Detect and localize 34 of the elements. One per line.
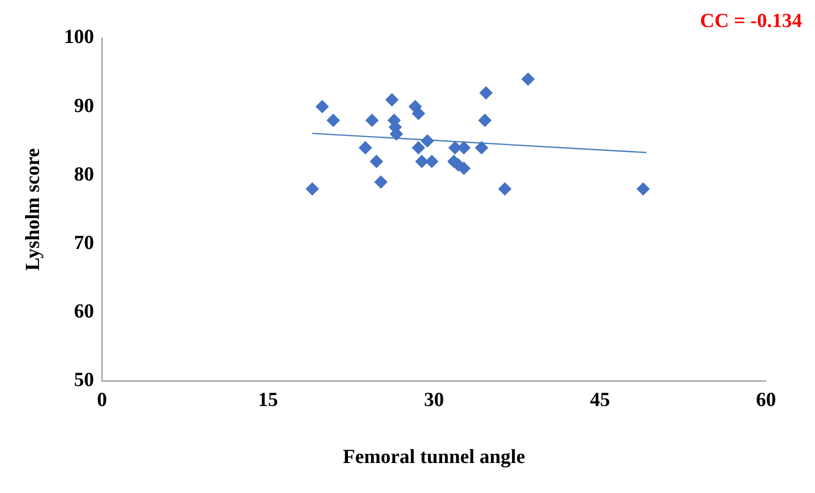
x-tick-label: 45 bbox=[590, 389, 610, 412]
point bbox=[366, 114, 379, 127]
x-tick-label: 0 bbox=[97, 389, 107, 412]
point bbox=[415, 154, 428, 168]
point bbox=[498, 182, 512, 196]
point bbox=[457, 162, 470, 175]
x-tick-label: 60 bbox=[756, 389, 776, 412]
point bbox=[522, 72, 535, 86]
point bbox=[326, 114, 340, 127]
y-tick-label: 60 bbox=[74, 300, 94, 323]
point bbox=[412, 141, 426, 154]
point bbox=[636, 182, 650, 196]
y-tick-label: 100 bbox=[64, 26, 94, 48]
point bbox=[306, 182, 319, 196]
point bbox=[316, 100, 329, 114]
text: CC = -0.134 bbox=[700, 10, 802, 32]
point bbox=[370, 154, 383, 168]
y-tick-label: 70 bbox=[74, 232, 94, 254]
point bbox=[425, 154, 438, 168]
point bbox=[475, 141, 488, 154]
point bbox=[420, 134, 434, 148]
x-axis-title: Femoral tunnel angle bbox=[342, 446, 526, 468]
point bbox=[480, 86, 493, 100]
point bbox=[412, 106, 426, 120]
x-tick-label: 15 bbox=[258, 389, 278, 412]
point bbox=[358, 141, 372, 154]
y-axis-title: Lysholm score bbox=[22, 148, 44, 271]
x-tick-label: 30 bbox=[424, 389, 444, 412]
point bbox=[374, 176, 388, 189]
y-tick-label: 50 bbox=[74, 369, 94, 392]
point bbox=[385, 93, 398, 106]
point bbox=[478, 114, 492, 127]
y-tick-label: 80 bbox=[74, 163, 94, 186]
y-tick-label: 90 bbox=[74, 94, 94, 117]
